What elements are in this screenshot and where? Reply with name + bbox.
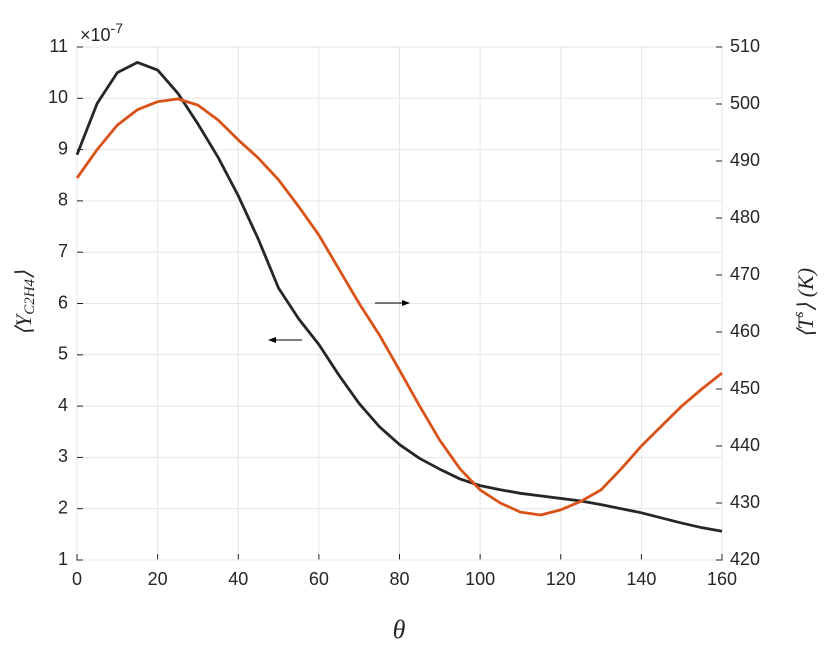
y-scale-base: ×10 xyxy=(80,25,111,45)
y-tick-label: 8 xyxy=(58,190,68,210)
y-tick-label: 10 xyxy=(48,87,68,107)
x-tick-label: 100 xyxy=(465,569,495,589)
y2-tick-label: 440 xyxy=(730,435,760,455)
y-tick-label: 9 xyxy=(58,138,68,158)
y-tick-label: 5 xyxy=(58,344,68,364)
x-tick-label: 80 xyxy=(389,569,409,589)
x-tick-label: 140 xyxy=(626,569,656,589)
y2-label-open: ⟨T xyxy=(793,315,818,338)
y-tick-label: 2 xyxy=(58,497,68,517)
y-tick-label: 4 xyxy=(58,395,68,415)
y-tick-label: 1 xyxy=(58,549,68,569)
y2-tick-label: 470 xyxy=(730,264,760,284)
series-line xyxy=(75,60,723,533)
y2-label-sup: s xyxy=(791,311,807,317)
y2-tick-label: 430 xyxy=(730,492,760,512)
y-label-close: ⟩ xyxy=(11,270,36,279)
y-scale-label: ×10-7 xyxy=(80,20,123,45)
y2-tick-label: 450 xyxy=(730,378,760,398)
y2-tick-label: 510 xyxy=(730,36,760,56)
y2-tick-label: 420 xyxy=(730,549,760,569)
arrow-left xyxy=(268,337,302,343)
y-label-open: ⟨Y xyxy=(11,312,36,336)
y-tick-label: 7 xyxy=(58,241,68,261)
y-axis-label: ⟨YC2H4⟩ xyxy=(11,270,38,336)
x-tick-label: 40 xyxy=(228,569,248,589)
series-line xyxy=(75,97,723,517)
y-tick-label: 6 xyxy=(58,292,68,312)
y2-axis-label: ⟨Ts⟩ (K) xyxy=(791,268,818,338)
x-axis-label: θ xyxy=(393,615,406,644)
y-scale-exponent: -7 xyxy=(111,20,124,36)
arrow-right xyxy=(375,300,410,306)
x-tick-label: 60 xyxy=(309,569,329,589)
y2-label-close: ⟩ (K) xyxy=(793,268,818,311)
x-tick-label: 160 xyxy=(707,569,737,589)
x-tick-label: 120 xyxy=(546,569,576,589)
y2-tick-label: 500 xyxy=(730,93,760,113)
y2-tick-label: 480 xyxy=(730,207,760,227)
y-tick-label: 11 xyxy=(49,36,68,56)
y2-tick-label: 460 xyxy=(730,321,760,341)
y-label-sub: C2H4 xyxy=(22,278,38,314)
y2-tick-label: 490 xyxy=(730,150,760,170)
x-tick-label: 0 xyxy=(72,569,82,589)
y-tick-label: 3 xyxy=(58,446,68,466)
x-tick-label: 20 xyxy=(148,569,168,589)
